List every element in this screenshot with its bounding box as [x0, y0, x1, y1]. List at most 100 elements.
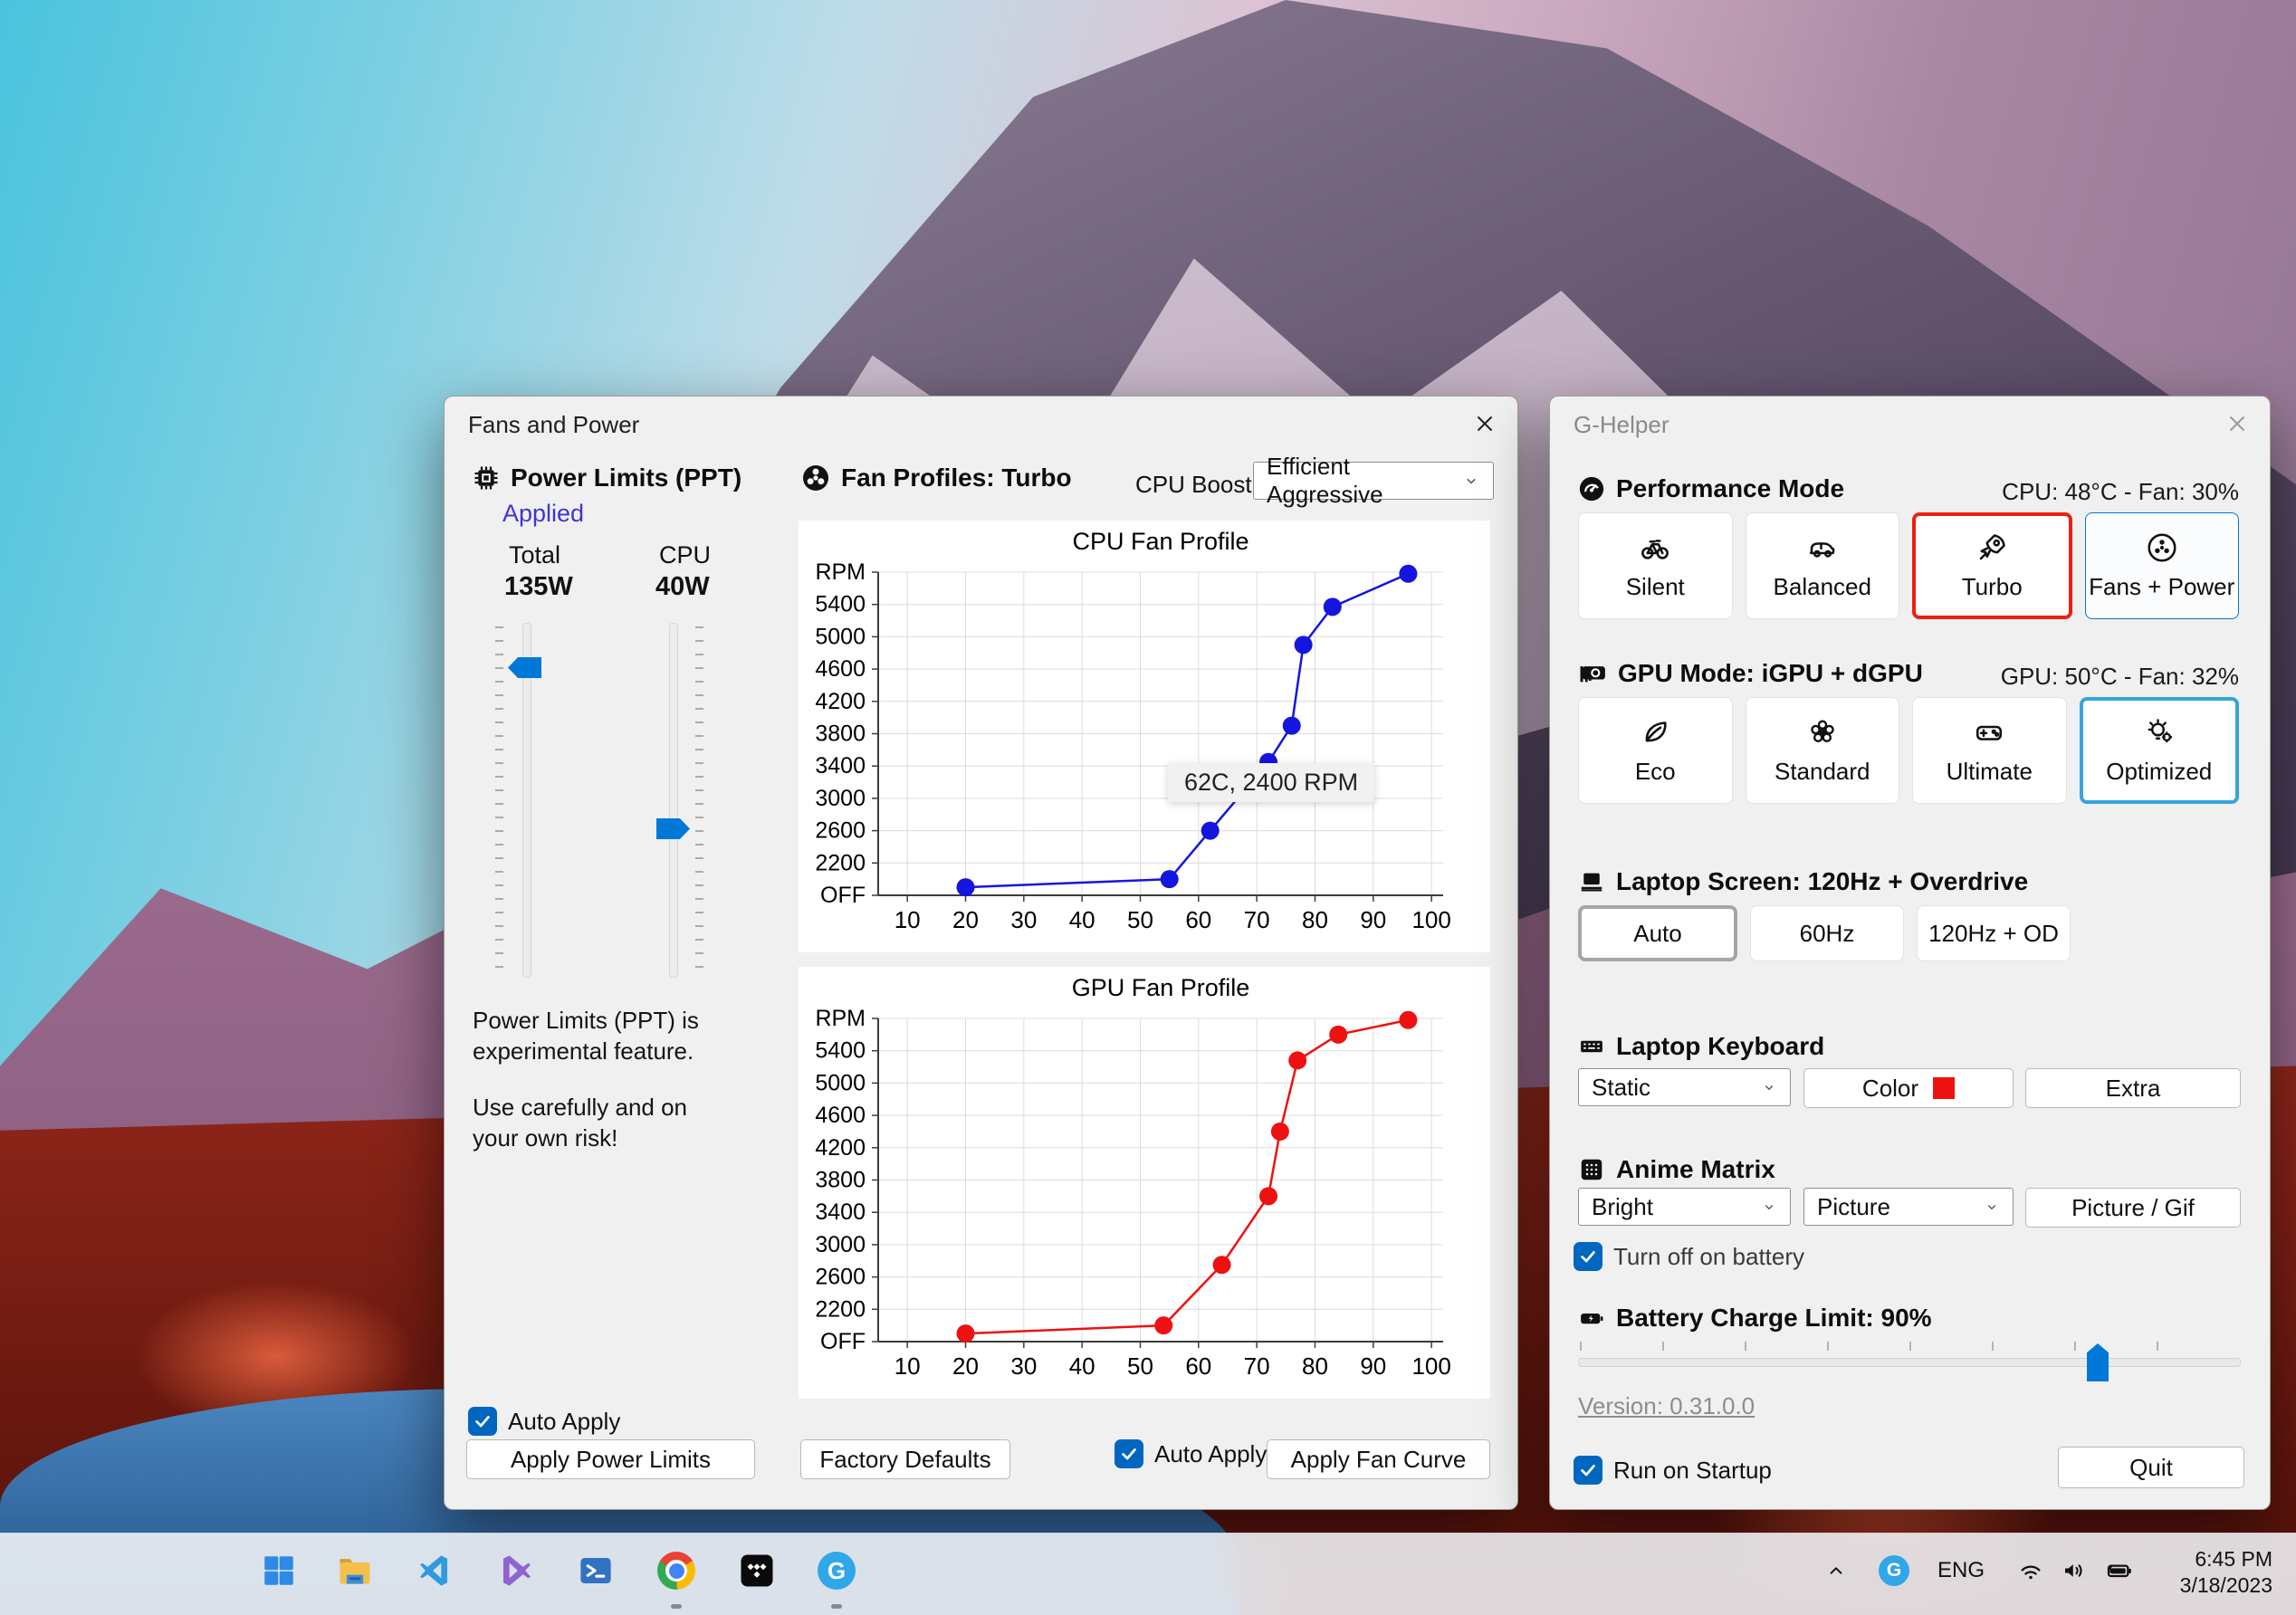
quit-button[interactable]: Quit	[2058, 1447, 2244, 1488]
chevron-down-icon	[1987, 1205, 1996, 1210]
tray-ghelper[interactable]: G	[1874, 1550, 1914, 1591]
vscode-icon	[420, 1555, 447, 1586]
tray-clock[interactable]: 6:45 PM 3/18/2023	[2180, 1546, 2272, 1599]
powershell-icon	[580, 1558, 611, 1583]
checkbox-checked-icon[interactable]	[1574, 1242, 1602, 1271]
cpu-slider-thumb[interactable]	[656, 818, 690, 839]
close-icon[interactable]	[1468, 407, 1501, 440]
gpu-fan-chart[interactable]: RPM 5400 5000 4600 4200 3800 3400 3000 2600 2200 O…	[799, 967, 1490, 1399]
cpu-value: 40W	[655, 572, 710, 601]
chrome-button[interactable]	[655, 1550, 697, 1591]
screen-mode-120hz-od-button[interactable]: 120Hz + OD	[1917, 905, 2071, 961]
run-on-startup-checkbox-row[interactable]: Run on Startup	[1574, 1456, 1772, 1485]
checkbox-checked-icon[interactable]	[1115, 1439, 1143, 1468]
checkbox-checked-icon[interactable]	[1574, 1456, 1602, 1485]
total-slider-thumb[interactable]	[508, 657, 541, 678]
matrix-mode-select[interactable]: Picture	[1803, 1188, 2014, 1226]
svg-text:OFF: OFF	[820, 883, 866, 908]
apply-power-limits-button[interactable]: Apply Power Limits	[466, 1439, 755, 1479]
ghelper-titlebar[interactable]: G-Helper	[1550, 397, 2270, 449]
clock-time: 6:45 PM	[2195, 1547, 2272, 1571]
file-explorer-button[interactable]	[334, 1550, 376, 1591]
svg-text:OFF: OFF	[820, 1329, 866, 1354]
bulb-gear-icon	[2148, 718, 2172, 742]
perf-mode-balanced-button[interactable]: Balanced	[1745, 512, 1899, 619]
running-indicator	[671, 1604, 682, 1609]
keyboard-color-button[interactable]: Color	[1803, 1068, 2014, 1108]
total-label: Total	[509, 541, 561, 569]
gpu-mode-eco-button[interactable]: Eco	[1578, 697, 1733, 804]
svg-text:50: 50	[1127, 1352, 1153, 1380]
visual-studio-button[interactable]	[496, 1550, 538, 1591]
svg-text:2200: 2200	[815, 1296, 866, 1322]
keyboard-mode-select[interactable]: Static	[1578, 1068, 1791, 1106]
auto-apply-fan-checkbox-row[interactable]: Auto Apply	[1115, 1439, 1267, 1468]
screen-mode-auto-button[interactable]: Auto	[1578, 905, 1737, 961]
svg-text:3400: 3400	[815, 1199, 866, 1225]
performance-mode-group: Silent Balanced Turbo	[1578, 512, 2239, 619]
visual-studio-icon	[503, 1555, 531, 1586]
ghelper-window-title: G-Helper	[1574, 411, 1669, 438]
battery-slider-thumb[interactable]	[2087, 1343, 2109, 1381]
performance-mode-header: Performance Mode	[1578, 474, 1844, 503]
tray-battery[interactable]	[2099, 1550, 2140, 1591]
ghelper-taskbar-button[interactable]: G	[816, 1550, 857, 1591]
fan-icon	[803, 465, 828, 491]
tray-wifi[interactable]	[2012, 1550, 2050, 1591]
taskbar	[0, 1533, 2296, 1615]
perf-mode-silent-button[interactable]: Silent	[1578, 512, 1733, 619]
matrix-picture-gif-button[interactable]: Picture / Gif	[2025, 1188, 2241, 1228]
laptop-screen-header: Laptop Screen: 120Hz + Overdrive	[1578, 867, 2028, 896]
total-slider-track[interactable]	[522, 623, 531, 978]
gpu-mode-ultimate-button[interactable]: Ultimate	[1912, 697, 2067, 804]
keyboard-extra-button[interactable]: Extra	[2025, 1068, 2241, 1108]
svg-text:10: 10	[894, 1352, 921, 1380]
power-limits-note-1: Power Limits (PPT) is experimental featu…	[473, 1007, 699, 1065]
tidal-button[interactable]	[736, 1550, 778, 1591]
matrix-brightness-select[interactable]: Bright	[1578, 1188, 1791, 1226]
perf-mode-fans-power-button[interactable]: Fans + Power	[2084, 512, 2239, 619]
version-link[interactable]: Version: 0.31.0.0	[1578, 1392, 1755, 1419]
perf-mode-turbo-button[interactable]: Turbo	[1912, 512, 2072, 619]
svg-text:RPM: RPM	[815, 559, 866, 585]
factory-defaults-button[interactable]: Factory Defaults	[800, 1439, 1010, 1479]
matrix-battery-checkbox-row[interactable]: Turn off on battery	[1574, 1242, 1804, 1271]
tray-volume[interactable]	[2055, 1550, 2093, 1591]
powershell-button[interactable]	[575, 1550, 617, 1591]
total-slider-ticks	[495, 626, 503, 972]
gpu-mode-optimized-button[interactable]: Optimized	[2079, 697, 2239, 804]
wifi-icon	[2021, 1565, 2041, 1580]
svg-text:4600: 4600	[815, 1103, 866, 1128]
laptop-icon	[1581, 873, 1602, 892]
fans-and-power-window: Fans and Power Power Limits (PPT) Applie…	[444, 396, 1518, 1510]
svg-text:70: 70	[1244, 1352, 1270, 1380]
car-icon	[1809, 541, 1835, 558]
cpu-fan-chart[interactable]: RPM 5400 5000 4600 4200 3800 3400 3000 2600 2200 O…	[799, 521, 1490, 952]
leaf-icon	[1645, 721, 1667, 741]
fans-titlebar[interactable]: Fans and Power	[445, 397, 1517, 449]
chevron-down-icon	[1765, 1085, 1774, 1091]
close-icon[interactable]	[2221, 407, 2253, 440]
cpu-boost-select[interactable]: Efficient Aggressive	[1253, 453, 1494, 508]
cpu-slider-track[interactable]	[669, 623, 678, 978]
vscode-button[interactable]	[413, 1550, 454, 1591]
apply-fan-curve-button[interactable]: Apply Fan Curve	[1267, 1439, 1490, 1479]
matrix-icon	[1581, 1159, 1602, 1180]
svg-text:GPU Fan Profile: GPU Fan Profile	[1072, 974, 1250, 1001]
power-limits-status[interactable]: Applied	[502, 500, 585, 527]
svg-text:40: 40	[1069, 1352, 1095, 1380]
svg-text:3800: 3800	[815, 721, 866, 747]
chevron-up-icon	[1830, 1567, 1842, 1574]
auto-apply-power-checkbox-row[interactable]: Auto Apply	[468, 1407, 620, 1436]
running-indicator	[831, 1604, 842, 1609]
svg-text:40: 40	[1069, 906, 1095, 933]
screen-mode-60hz-button[interactable]: 60Hz	[1750, 905, 1904, 961]
checkbox-checked-icon[interactable]	[468, 1407, 497, 1436]
gpu-mode-standard-button[interactable]: Standard	[1745, 697, 1899, 804]
chevron-down-icon	[1467, 478, 1476, 484]
start-button[interactable]	[258, 1550, 300, 1591]
tray-language[interactable]: ENG	[1937, 1558, 1985, 1582]
battery-slider-track[interactable]	[1578, 1358, 2241, 1367]
tray-chevron-up[interactable]	[1818, 1550, 1854, 1591]
